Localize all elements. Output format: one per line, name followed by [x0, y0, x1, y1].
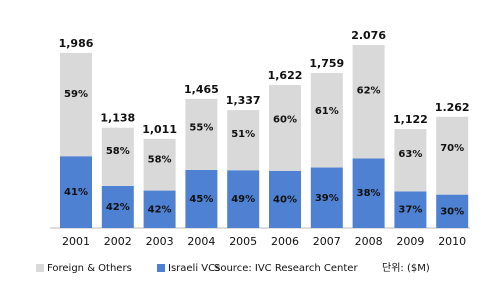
legend-swatch	[157, 264, 165, 272]
x-tick-label: 2003	[146, 235, 174, 248]
total-label: 1,337	[226, 94, 261, 107]
bar-segment	[394, 191, 427, 228]
x-tick-label: 2009	[396, 235, 424, 248]
segment-label: 70%	[440, 143, 464, 154]
segment-label: 58%	[148, 155, 172, 166]
bar-segment	[185, 169, 218, 228]
segment-label: 49%	[231, 194, 255, 205]
bar-segment	[436, 194, 469, 228]
segment-label: 30%	[440, 206, 464, 217]
total-label: 1.262	[435, 101, 470, 114]
segment-label: 37%	[398, 205, 422, 216]
segment-label: 62%	[357, 85, 381, 96]
x-tick-label: 2006	[271, 235, 299, 248]
total-label: 1,986	[59, 37, 94, 50]
x-tick-label: 2010	[438, 235, 466, 248]
total-label: 1,622	[268, 69, 303, 82]
total-label: 2.076	[351, 29, 386, 42]
segment-label: 41%	[64, 187, 88, 198]
legend-label: Israeli VCs	[168, 263, 220, 274]
segment-label: 58%	[106, 146, 130, 157]
legend-label: Foreign & Others	[47, 263, 132, 274]
total-label: 1,122	[393, 113, 428, 126]
bar-segment	[143, 138, 176, 191]
segment-label: 63%	[398, 149, 422, 160]
x-tick-label: 2001	[62, 235, 90, 248]
x-tick-label: 2004	[187, 235, 215, 248]
bar-segment	[436, 116, 469, 195]
segment-label: 42%	[148, 204, 172, 215]
x-tick-label: 2008	[355, 235, 383, 248]
bar-segment	[143, 190, 176, 228]
x-tick-label: 2007	[313, 235, 341, 248]
legend-swatch	[36, 264, 44, 272]
bar-segment	[227, 110, 260, 171]
bar-segment	[185, 98, 218, 170]
bar-segment	[227, 170, 260, 228]
bar-segment	[269, 170, 301, 228]
source-note: Source: IVC Research Center	[214, 263, 358, 274]
segment-label: 38%	[357, 188, 381, 199]
segment-label: 61%	[315, 106, 339, 117]
bar-segment	[60, 52, 92, 157]
bar-segment	[310, 72, 343, 168]
bar-segment	[101, 185, 134, 228]
segment-label: 40%	[273, 194, 297, 205]
bar-segment	[60, 156, 92, 228]
x-tick-label: 2005	[229, 235, 257, 248]
segment-label: 39%	[315, 193, 339, 204]
bar-segment	[101, 127, 134, 186]
segment-label: 51%	[231, 129, 255, 140]
segment-label: 59%	[64, 89, 88, 100]
total-label: 1,759	[309, 57, 344, 70]
bar-segment	[352, 45, 385, 159]
segment-label: 55%	[189, 122, 213, 133]
segment-label: 42%	[106, 202, 130, 213]
bar-segment	[394, 129, 427, 192]
bar-segment	[310, 167, 343, 228]
total-label: 1,138	[100, 112, 135, 125]
total-label: 1,465	[184, 83, 219, 96]
bar-segment	[352, 158, 385, 228]
unit-note: 단위: ($M)	[382, 261, 430, 274]
segment-label: 60%	[273, 114, 297, 125]
bar-segment	[269, 85, 301, 171]
total-label: 1,011	[142, 123, 177, 136]
x-tick-label: 2002	[104, 235, 132, 248]
segment-label: 45%	[189, 194, 213, 205]
